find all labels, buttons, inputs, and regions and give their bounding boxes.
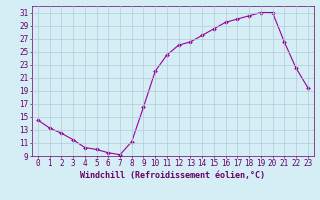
X-axis label: Windchill (Refroidissement éolien,°C): Windchill (Refroidissement éolien,°C) bbox=[80, 171, 265, 180]
